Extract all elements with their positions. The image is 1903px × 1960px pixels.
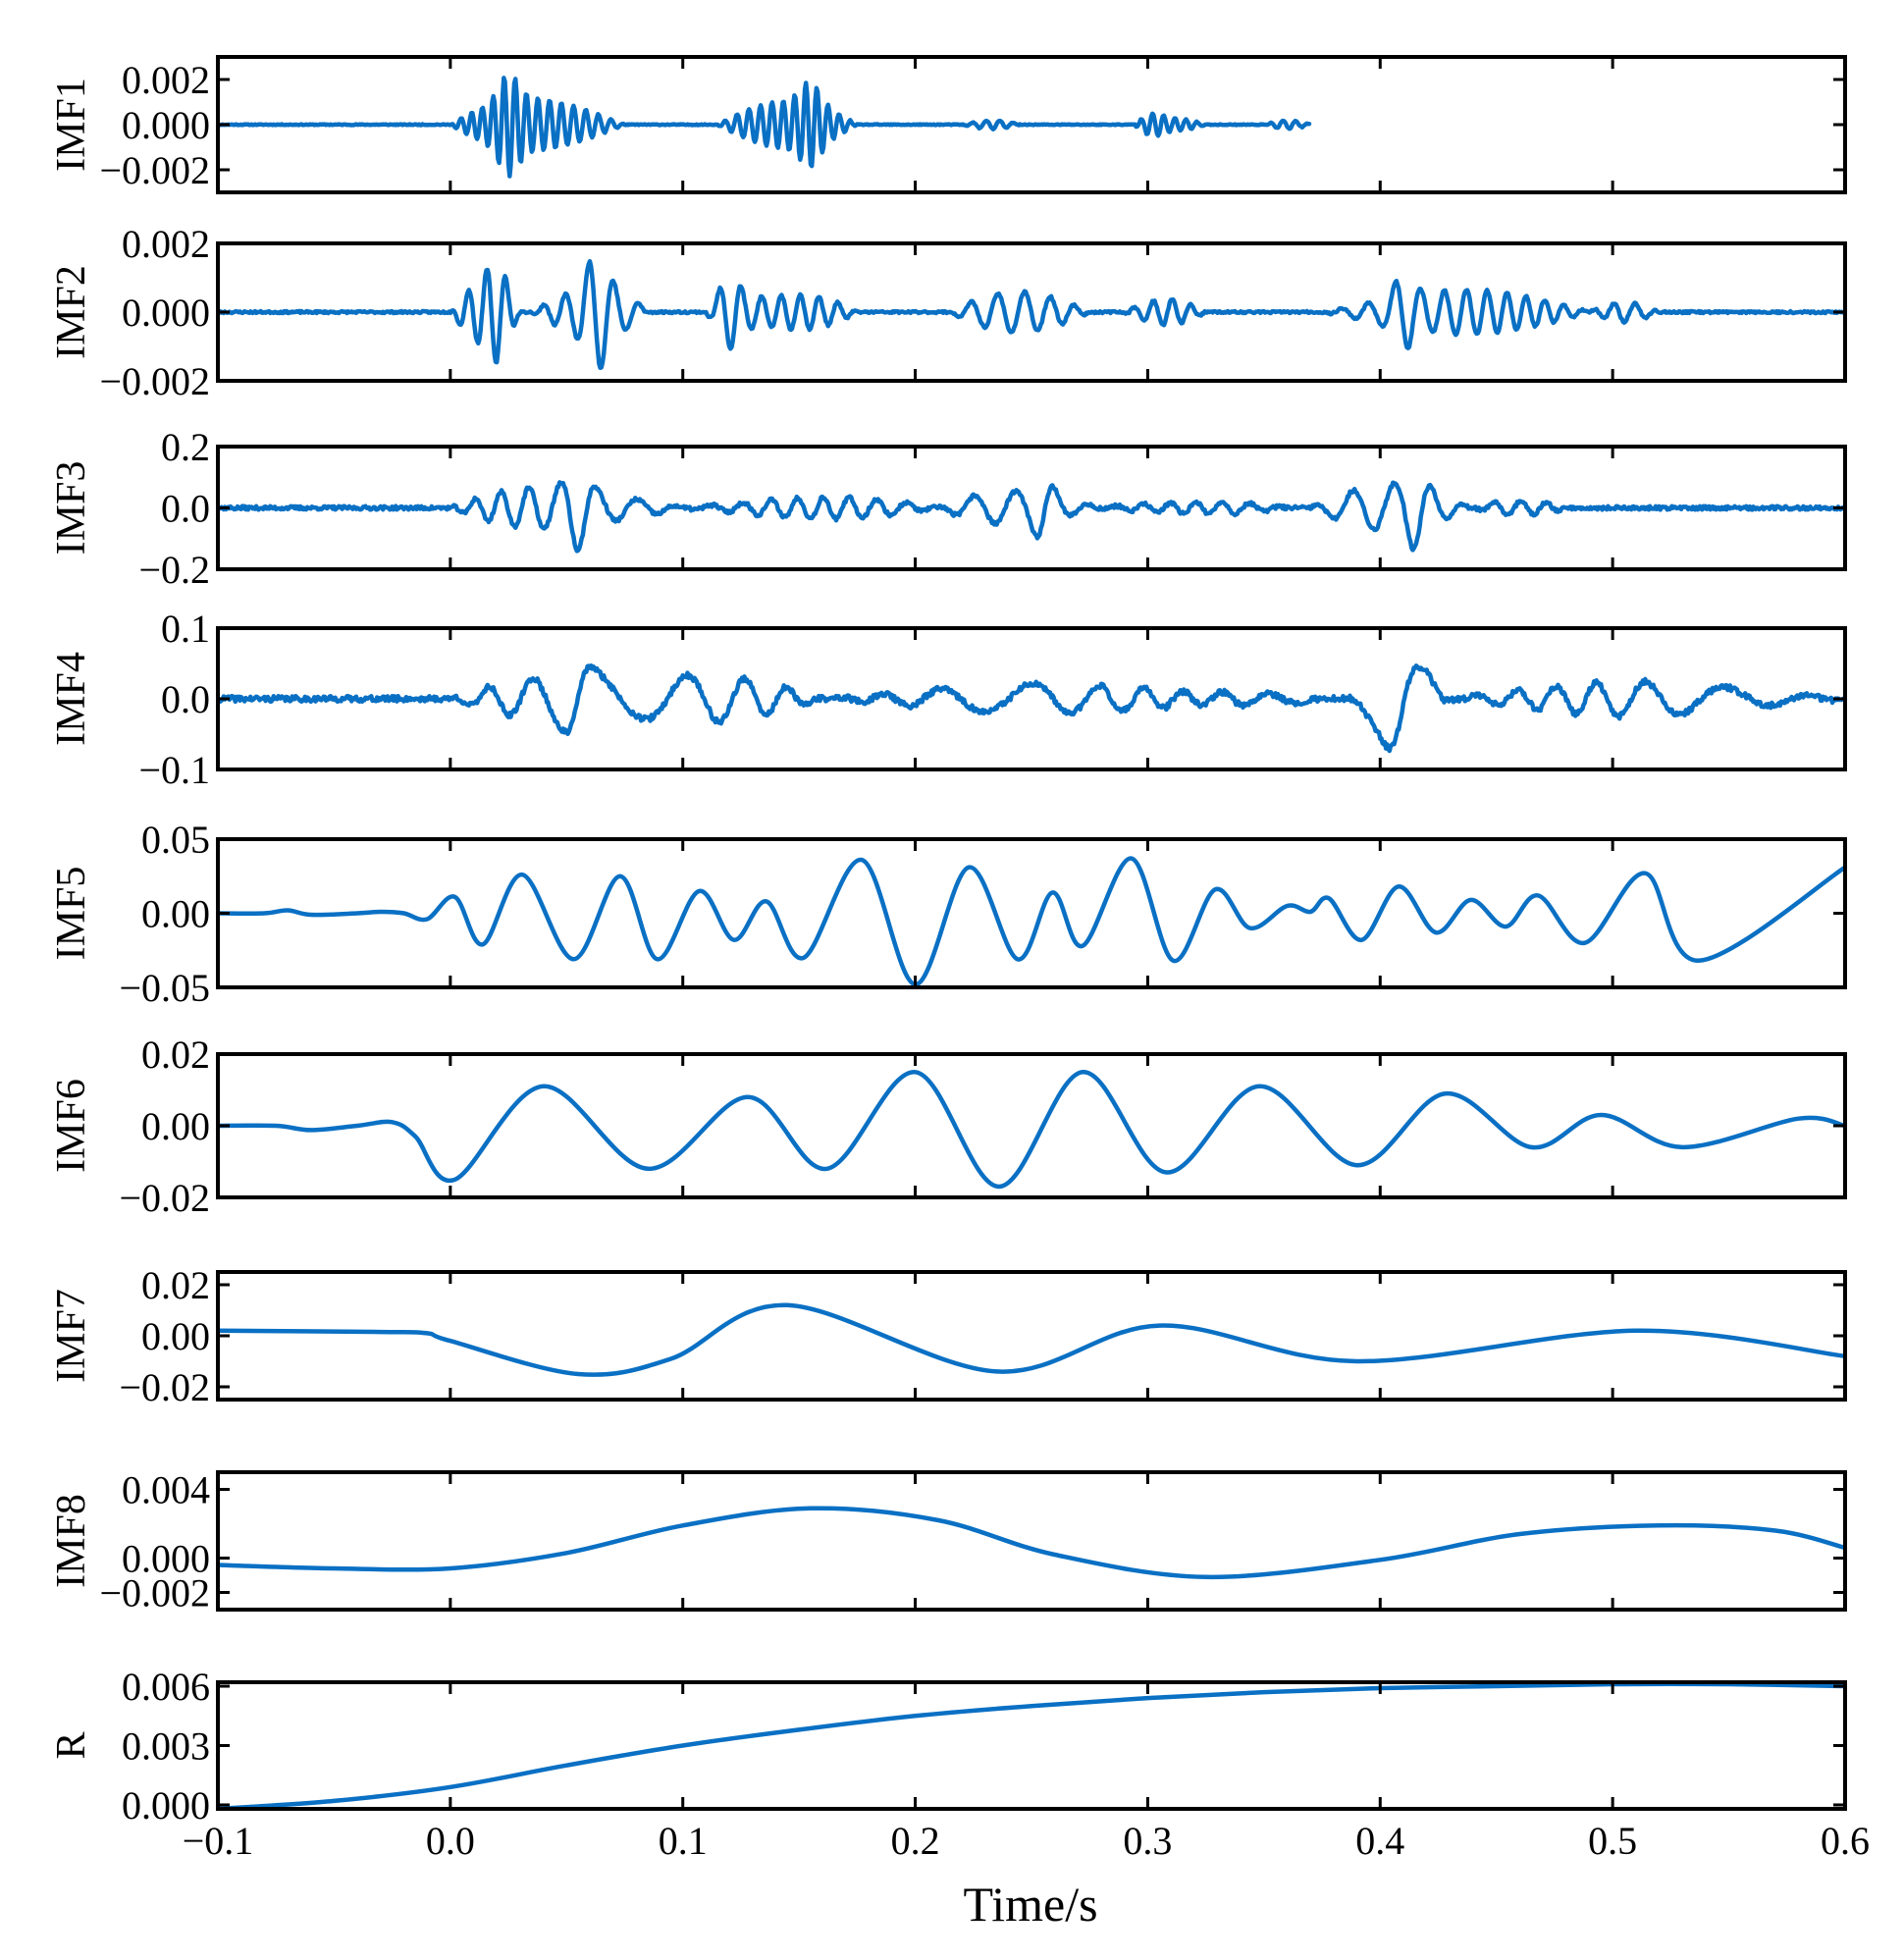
y-tick-label: 0.00 (141, 892, 210, 936)
y-axis-label-imf2: IMF2 (49, 265, 94, 359)
x-tick-label: 0.0 (426, 1819, 475, 1863)
y-tick-label: 0.0 (161, 487, 210, 531)
y-tick-label: 0.004 (122, 1468, 210, 1512)
y-axis-label-imf5: IMF5 (49, 867, 94, 961)
y-tick-label: 0.05 (141, 818, 210, 862)
y-tick-label: 0.002 (122, 222, 210, 266)
y-tick-label: 0.000 (122, 1783, 210, 1828)
series-line-imf8 (218, 1506, 1845, 1580)
x-tick-label: 0.3 (1123, 1819, 1172, 1863)
subplot-residual: 0.000 0.003 0.006 R (49, 1665, 1847, 1828)
y-tick-label: −0.02 (119, 1176, 210, 1220)
subplot-imf5: −0.05 0.00 0.05 IMF5 (49, 818, 1847, 1010)
series-line-imf3 (218, 480, 1845, 554)
y-axis-label-imf1: IMF1 (49, 78, 94, 172)
y-axis-label-residual: R (49, 1731, 94, 1759)
y-tick-label: −0.05 (119, 966, 210, 1010)
y-tick-label: −0.1 (138, 748, 210, 792)
plot-frame-imf4 (216, 626, 1847, 771)
shared-x-axis: −0.1 0.0 0.1 0.2 0.3 0.4 0.5 0.6 (183, 1819, 1870, 1863)
y-axis-label-imf4: IMF4 (49, 652, 94, 746)
series-line-imf5 (218, 856, 1845, 987)
y-tick-label: 0.002 (122, 58, 210, 102)
y-axis-label-imf6: IMF6 (49, 1079, 94, 1173)
y-axis-label-imf3: IMF3 (49, 461, 94, 556)
y-tick-label: 0.000 (122, 103, 210, 147)
y-tick-label: −0.002 (99, 1571, 210, 1616)
series-line-residual (218, 1681, 1845, 1811)
x-tick-label: 0.1 (659, 1819, 708, 1863)
plot-frame-imf8 (216, 1470, 1847, 1612)
y-tick-label: 0.00 (141, 1104, 210, 1148)
series-line-imf2 (218, 258, 1845, 371)
y-tick-label: −0.2 (138, 548, 210, 592)
x-axis-label: Time/s (963, 1877, 1097, 1932)
plot-frame-residual (216, 1680, 1847, 1811)
y-tick-label: 0.00 (141, 1314, 210, 1358)
y-tick-label: 0.02 (141, 1263, 210, 1307)
x-tick-label: 0.4 (1355, 1819, 1404, 1863)
y-tick-label: 0.003 (122, 1724, 210, 1769)
y-tick-label: 0.1 (161, 607, 210, 651)
series-line-imf4 (218, 662, 1845, 754)
subplot-imf2: −0.002 0.000 0.002 IMF2 (49, 222, 1847, 403)
y-tick-label: −0.002 (99, 148, 210, 192)
x-tick-label: 0.5 (1588, 1819, 1637, 1863)
y-tick-label: 0.000 (122, 1537, 210, 1581)
plot-frame-imf7 (216, 1270, 1847, 1402)
x-tick-label: 0.6 (1821, 1819, 1870, 1863)
series-line-imf7 (218, 1302, 1845, 1377)
subplot-imf4: −0.1 0.0 0.1 IMF4 (49, 607, 1847, 792)
y-tick-label: 0.02 (141, 1033, 210, 1077)
y-axis-label-imf7: IMF7 (49, 1289, 94, 1383)
y-tick-label: 0.2 (161, 425, 210, 469)
subplot-imf7: −0.02 0.00 0.02 IMF7 (49, 1263, 1847, 1409)
y-tick-label: −0.02 (119, 1365, 210, 1409)
subplot-imf3: −0.2 0.0 0.2 IMF3 (49, 425, 1847, 592)
series-line-imf1 (218, 76, 1312, 179)
subplot-imf6: −0.02 0.00 0.02 IMF6 (49, 1033, 1847, 1220)
y-tick-label: 0.006 (122, 1665, 210, 1709)
x-tick-label: 0.2 (891, 1819, 940, 1863)
subplot-stack: −0.0020.0000.002IMF1−0.0020.0000.002IMF2… (49, 55, 1847, 1828)
y-tick-label: 0.0 (161, 677, 210, 721)
x-tick-label: −0.1 (183, 1819, 254, 1863)
y-tick-label: 0.000 (122, 291, 210, 335)
series-line-imf6 (218, 1070, 1845, 1190)
y-tick-label: −0.002 (99, 359, 210, 403)
y-axis-label-imf8: IMF8 (49, 1494, 94, 1588)
